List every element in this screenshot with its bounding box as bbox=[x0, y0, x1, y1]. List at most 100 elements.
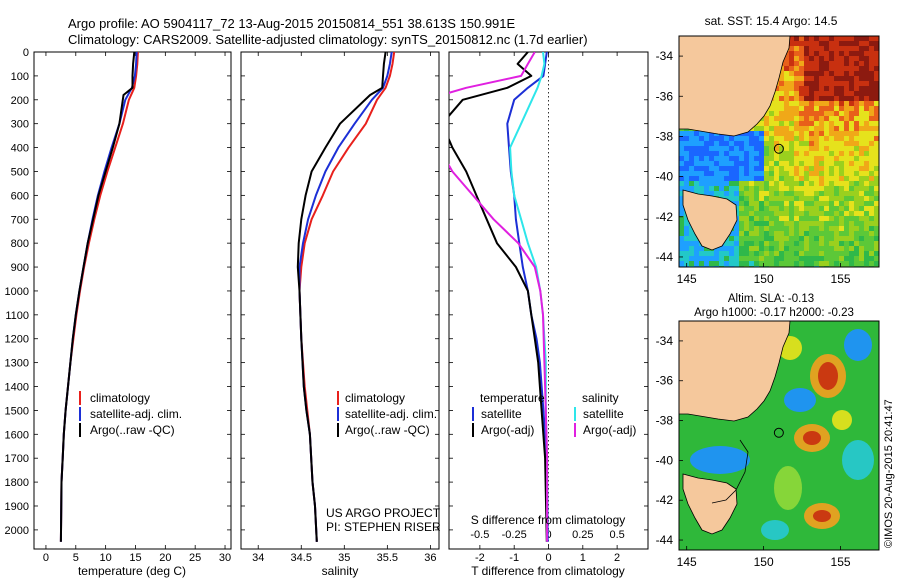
sst-cell bbox=[824, 256, 830, 262]
salinity-xlabel: salinity bbox=[322, 564, 359, 578]
sst-cell bbox=[754, 256, 760, 262]
sst-cell bbox=[839, 151, 845, 157]
sst-cell bbox=[684, 136, 690, 142]
sst-cell bbox=[729, 146, 735, 152]
sst-cell bbox=[814, 36, 820, 42]
sst-cell bbox=[819, 241, 825, 247]
sst-cell bbox=[729, 186, 735, 192]
sst-cell bbox=[774, 111, 780, 117]
sst-cell bbox=[754, 151, 760, 157]
sst-cell bbox=[824, 226, 830, 232]
sst-cell bbox=[819, 156, 825, 162]
sst-cell bbox=[744, 141, 750, 147]
sst-cell bbox=[764, 166, 770, 172]
sst-cell bbox=[739, 251, 745, 257]
sst-cell bbox=[764, 111, 770, 117]
sst-cell bbox=[819, 176, 825, 182]
sst-cell bbox=[769, 206, 775, 212]
sst-cell bbox=[804, 241, 810, 247]
sst-cell bbox=[809, 261, 815, 267]
sst-cell bbox=[869, 201, 875, 207]
depth-tick-label: 2000 bbox=[5, 525, 29, 537]
sst-cell bbox=[744, 171, 750, 177]
sst-cell bbox=[844, 181, 850, 187]
sst-cell bbox=[819, 146, 825, 152]
sst-cell bbox=[744, 211, 750, 217]
sst-cell bbox=[809, 231, 815, 237]
sst-cell bbox=[874, 226, 879, 232]
sst-cell bbox=[699, 141, 705, 147]
sst-cell bbox=[764, 246, 770, 252]
sst-cell bbox=[864, 211, 870, 217]
sst-cell bbox=[874, 76, 879, 82]
sst-cell bbox=[854, 66, 860, 72]
sst-cell bbox=[809, 121, 815, 127]
sst-cell bbox=[789, 41, 795, 47]
sst-cell bbox=[784, 141, 790, 147]
sst-cell bbox=[749, 181, 755, 187]
sst-cell bbox=[844, 76, 850, 82]
sst-cell bbox=[789, 96, 795, 102]
sst-cell bbox=[869, 226, 875, 232]
sst-cell bbox=[869, 91, 875, 97]
sst-cell bbox=[784, 146, 790, 152]
sst-cell bbox=[854, 81, 860, 87]
sst-cell bbox=[874, 71, 879, 77]
sst-cell bbox=[779, 206, 785, 212]
sst-cell bbox=[744, 166, 750, 172]
sla-anomaly-blob bbox=[803, 431, 821, 445]
depth-tick-label: 1400 bbox=[5, 382, 29, 394]
sst-cell bbox=[814, 216, 820, 222]
sst-cell bbox=[859, 41, 865, 47]
sst-cell bbox=[824, 36, 830, 42]
sst-cell bbox=[779, 201, 785, 207]
sst-cell bbox=[809, 161, 815, 167]
sst-cell bbox=[829, 61, 835, 67]
sst-cell bbox=[849, 166, 855, 172]
legend-label-argo: Argo(..raw -QC) bbox=[90, 423, 175, 437]
sst-cell bbox=[789, 106, 795, 112]
sst-cell bbox=[829, 66, 835, 72]
sst-cell bbox=[874, 176, 879, 182]
sst-cell bbox=[804, 171, 810, 177]
sst-cell bbox=[829, 191, 835, 197]
sst-cell bbox=[779, 86, 785, 92]
sst-cell bbox=[869, 81, 875, 87]
sst-cell bbox=[709, 141, 715, 147]
sst-cell bbox=[729, 251, 735, 257]
sst-cell bbox=[679, 156, 685, 162]
sst-cell bbox=[804, 186, 810, 192]
sst-cell bbox=[799, 196, 805, 202]
sst-cell bbox=[689, 236, 695, 242]
sst-cell bbox=[869, 156, 875, 162]
sst-cell bbox=[859, 221, 865, 227]
sst-cell bbox=[859, 126, 865, 132]
depth-tick-label: 500 bbox=[11, 166, 29, 178]
sst-cell bbox=[814, 251, 820, 257]
sst-cell bbox=[689, 141, 695, 147]
sst-cell bbox=[799, 146, 805, 152]
sst-cell bbox=[824, 111, 830, 117]
sst-cell bbox=[834, 241, 840, 247]
sst-cell bbox=[839, 186, 845, 192]
sst-cell bbox=[789, 211, 795, 217]
sst-cell bbox=[829, 176, 835, 182]
difference-legend: temperature satellite Argo(-adj) salinit… bbox=[472, 391, 636, 437]
sst-cell bbox=[794, 66, 800, 72]
sst-cell bbox=[809, 211, 815, 217]
credit-timestamp: ©IMOS 20-Aug-2015 20:41:47 bbox=[883, 399, 895, 548]
sst-cell bbox=[814, 176, 820, 182]
sst-cell bbox=[864, 146, 870, 152]
sst-cell bbox=[789, 201, 795, 207]
sst-cell bbox=[774, 201, 780, 207]
sst-cell bbox=[709, 176, 715, 182]
sst-cell bbox=[849, 81, 855, 87]
sst-cell bbox=[864, 181, 870, 187]
sst-cell bbox=[874, 136, 879, 142]
sst-cell bbox=[804, 56, 810, 62]
sst-cell bbox=[874, 201, 879, 207]
sst-cell bbox=[749, 246, 755, 252]
sst-cell bbox=[789, 146, 795, 152]
sst-cell bbox=[864, 91, 870, 97]
sst-cell bbox=[749, 216, 755, 222]
